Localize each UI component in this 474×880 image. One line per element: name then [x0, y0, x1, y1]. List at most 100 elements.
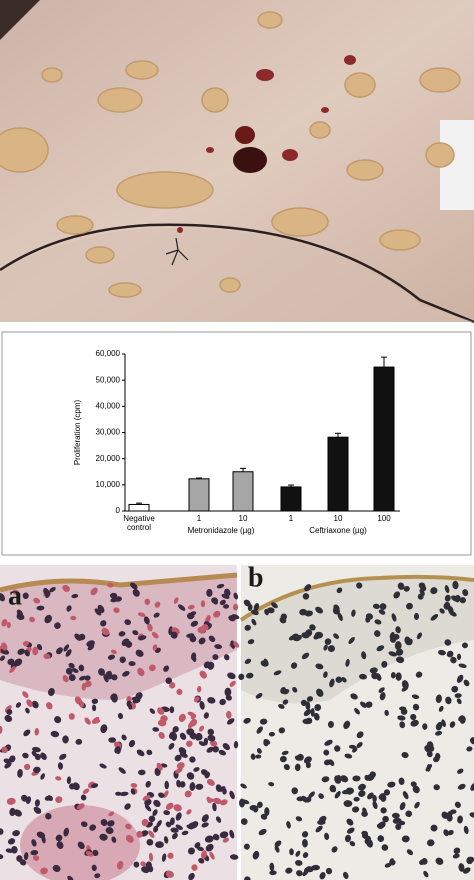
nucleus [189, 756, 196, 763]
nucleus [33, 766, 41, 773]
nucleus [79, 701, 85, 708]
lesions [177, 55, 356, 233]
nucleus [179, 732, 187, 740]
nucleus [412, 703, 420, 711]
nucleus [433, 784, 440, 791]
nucleus [443, 601, 451, 610]
nucleus [445, 696, 452, 705]
nucleus [152, 644, 158, 651]
nucleus [341, 676, 347, 683]
nucleus [453, 847, 461, 855]
nucleus [438, 649, 446, 656]
nucleus [291, 787, 299, 795]
nucleus [105, 827, 114, 835]
nucleus [175, 824, 183, 831]
nucleus [107, 583, 114, 588]
nucleus [452, 580, 459, 590]
nucleus [448, 610, 457, 617]
nucleus [292, 686, 298, 693]
nucleus [62, 735, 69, 744]
nucleus [146, 749, 153, 756]
nucleus [305, 701, 311, 711]
nucleus [253, 603, 260, 612]
nucleus [204, 835, 214, 843]
nucleus [206, 779, 215, 786]
nucleus [94, 873, 101, 879]
nucleus [367, 792, 374, 800]
nucleus [118, 631, 126, 637]
nucleus [22, 691, 29, 698]
nucleus [6, 709, 13, 715]
nucleus [34, 807, 42, 814]
nucleus [92, 849, 99, 856]
nucleus [216, 583, 225, 589]
nucleus [107, 820, 115, 827]
nucleus [384, 709, 389, 716]
nucleus [369, 667, 378, 674]
nucleus [56, 647, 63, 655]
nucleus [156, 820, 162, 828]
nucleus [392, 817, 402, 824]
nucleus [4, 762, 12, 769]
nucleus [282, 699, 289, 705]
epidermis-a [0, 575, 237, 700]
nucleus [240, 818, 248, 825]
nucleus [68, 713, 75, 720]
nucleus [229, 854, 239, 860]
nucleus [68, 662, 75, 669]
nucleus [167, 852, 174, 859]
nucleus [9, 807, 16, 817]
nucleus [122, 671, 130, 677]
nucleus [152, 727, 160, 732]
nucleus [446, 650, 454, 658]
nucleus [196, 686, 202, 693]
nucleus [286, 821, 291, 829]
nucleus [91, 783, 99, 789]
nucleus [215, 816, 222, 823]
nucleus [441, 811, 449, 819]
nucleus [419, 859, 426, 865]
nucleus [6, 621, 11, 629]
nucleus [452, 853, 460, 859]
nucleus [188, 872, 195, 880]
nucleus [222, 604, 230, 609]
nucleus [45, 591, 51, 599]
nucleus [82, 788, 90, 794]
nucleus [130, 582, 138, 590]
nucleus [41, 834, 46, 844]
nucleus [66, 605, 72, 612]
nucleus [243, 599, 251, 607]
nucleus [130, 788, 136, 795]
nucleus [163, 836, 169, 844]
nucleus [197, 846, 204, 852]
nucleus [372, 801, 378, 810]
histology: a b [0, 562, 474, 880]
nucleus [404, 636, 412, 646]
nucleus [323, 671, 328, 678]
x-tick-label: 100 [377, 514, 391, 523]
nucleus [366, 838, 374, 848]
nucleus [80, 794, 87, 801]
nucleus [0, 655, 6, 661]
nucleus [395, 823, 402, 831]
x-tick-label-box: 10 [334, 514, 343, 523]
dark-corner [0, 0, 40, 40]
nucleus [178, 713, 186, 722]
nucleus [71, 668, 79, 673]
nucleus [457, 783, 466, 790]
nucleus [383, 789, 391, 796]
nucleus [324, 638, 332, 645]
nucleus [108, 811, 115, 817]
nucleus [219, 786, 226, 792]
nucleus [31, 700, 39, 709]
nucleus [0, 828, 4, 835]
nucleus [303, 756, 312, 764]
nucleus [238, 673, 245, 681]
nucleus [190, 620, 199, 627]
nucleus [165, 802, 174, 810]
nucleus [125, 834, 134, 843]
nucleus [201, 822, 209, 828]
nucleus [401, 835, 410, 843]
nucleus [69, 783, 76, 790]
nucleus [361, 810, 368, 817]
